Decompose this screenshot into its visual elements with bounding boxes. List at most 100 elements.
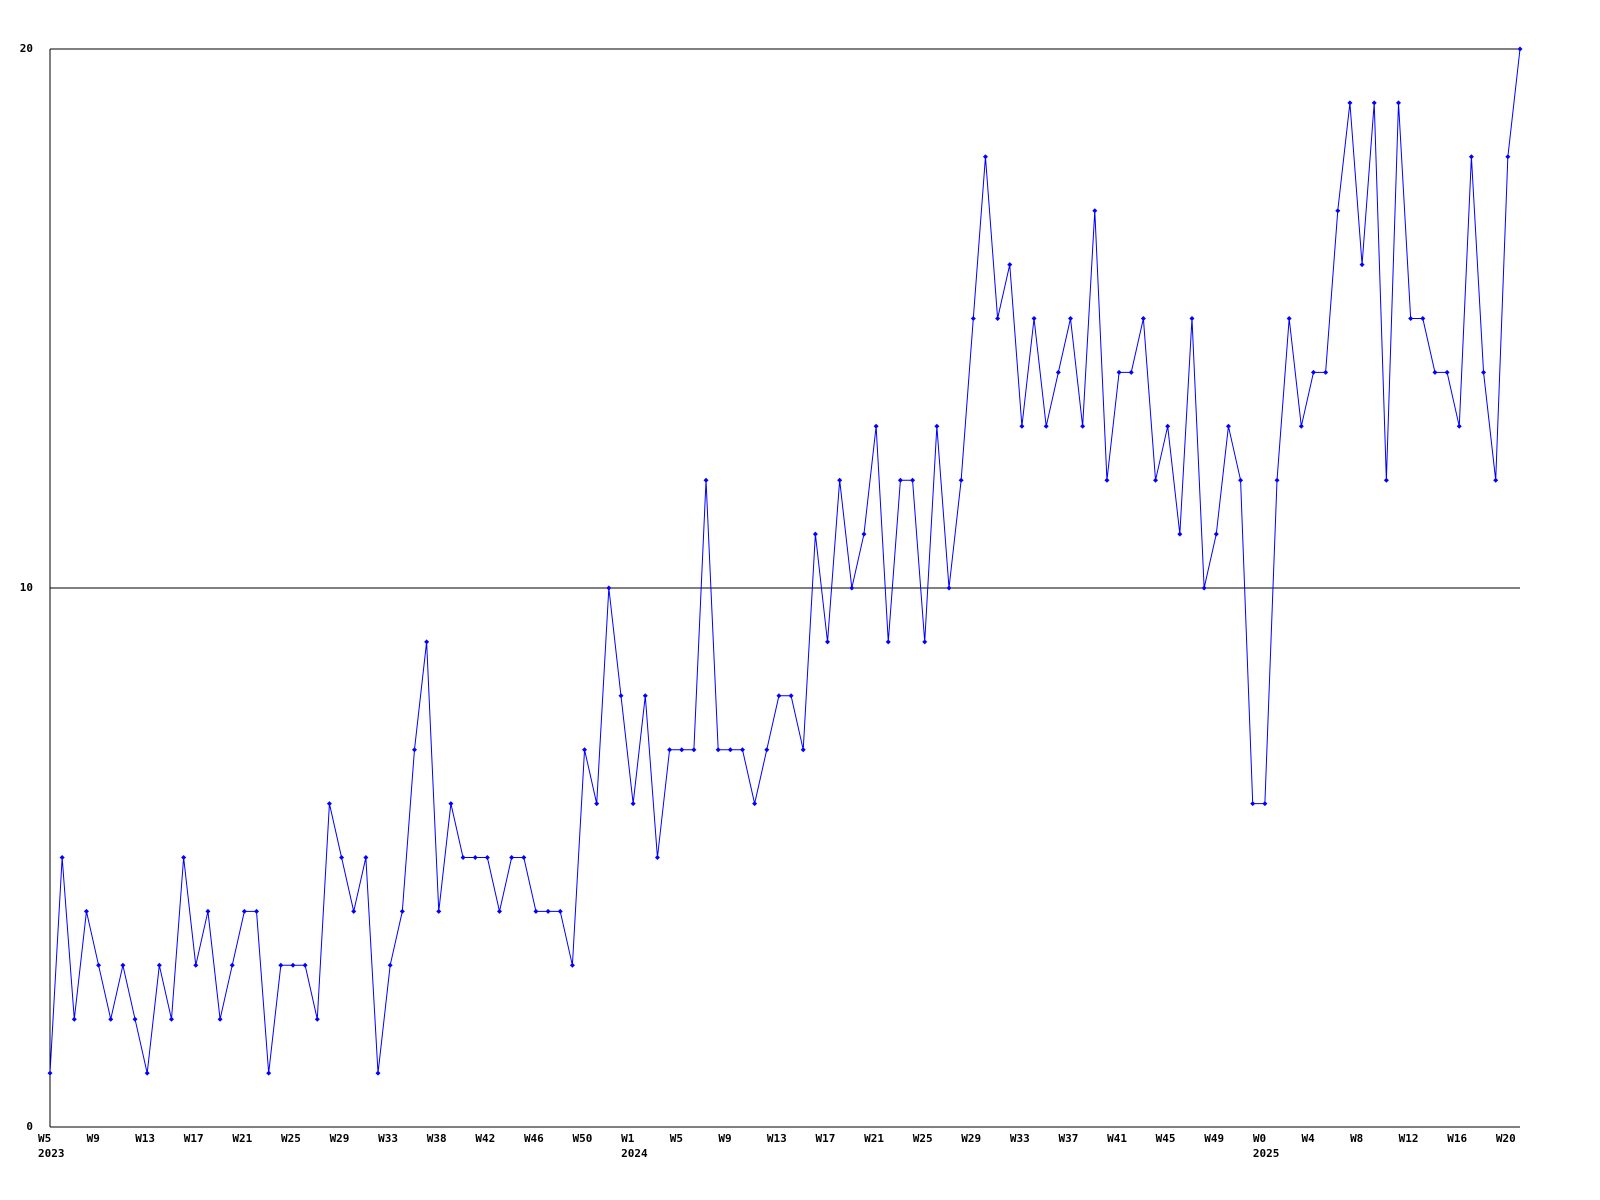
y-tick-label: 20	[20, 42, 33, 55]
marker	[1310, 369, 1316, 375]
marker	[667, 747, 673, 753]
marker	[679, 747, 685, 753]
marker	[1493, 477, 1499, 483]
marker	[654, 855, 660, 860]
x-tick-label: W50	[573, 1132, 593, 1145]
marker	[108, 1016, 114, 1022]
y-tick-label: 0	[26, 1120, 33, 1133]
marker	[557, 908, 563, 914]
marker	[1080, 423, 1086, 429]
x-tick-label: W29	[330, 1132, 350, 1145]
x-tick-label: W21	[232, 1132, 252, 1145]
marker	[47, 1070, 53, 1076]
x-tick-label: W33	[1010, 1132, 1030, 1145]
x-tick-label: W21	[864, 1132, 884, 1145]
marker	[1420, 316, 1426, 321]
marker	[521, 855, 527, 860]
marker	[1128, 369, 1134, 375]
marker	[703, 477, 709, 483]
marker	[339, 855, 345, 860]
marker	[934, 423, 940, 429]
marker	[533, 908, 539, 914]
marker	[776, 693, 782, 699]
marker	[1408, 316, 1414, 321]
marker	[229, 962, 235, 968]
marker	[424, 639, 430, 645]
marker	[1262, 801, 1268, 807]
marker	[1189, 316, 1195, 321]
marker	[1274, 477, 1280, 483]
marker	[582, 747, 588, 753]
x-tick-label: W46	[524, 1132, 544, 1145]
marker	[1359, 262, 1365, 268]
y-tick-label: 10	[20, 581, 33, 594]
x-year-label: 2023	[38, 1147, 65, 1160]
marker	[752, 801, 758, 807]
marker	[1007, 262, 1013, 268]
marker	[484, 855, 490, 860]
marker	[375, 1070, 381, 1076]
x-tick-label: W45	[1156, 1132, 1176, 1145]
x-year-label: 2025	[1253, 1147, 1280, 1160]
marker	[764, 747, 770, 753]
marker	[497, 908, 503, 914]
marker	[849, 585, 855, 591]
marker	[83, 908, 89, 914]
marker	[1468, 154, 1474, 160]
x-tick-label: W20	[1496, 1132, 1516, 1145]
marker	[812, 531, 818, 537]
marker	[448, 801, 454, 807]
x-tick-label: W41	[1107, 1132, 1127, 1145]
marker	[594, 801, 600, 807]
x-tick-label: W1	[621, 1132, 635, 1145]
marker	[363, 855, 369, 860]
marker	[144, 1070, 150, 1076]
x-tick-label: W42	[475, 1132, 495, 1145]
marker	[205, 908, 211, 914]
marker	[739, 747, 745, 753]
x-tick-label: W25	[281, 1132, 301, 1145]
marker	[1225, 423, 1231, 429]
marker	[1140, 316, 1146, 321]
x-tick-label: W8	[1350, 1132, 1363, 1145]
marker	[1201, 585, 1207, 591]
marker	[351, 908, 357, 914]
marker	[314, 1016, 320, 1022]
marker	[168, 1016, 174, 1022]
marker	[1286, 316, 1292, 321]
x-tick-label: W29	[961, 1132, 981, 1145]
x-tick-label: W0	[1253, 1132, 1266, 1145]
marker	[1383, 477, 1389, 483]
marker	[1347, 100, 1353, 106]
marker	[59, 855, 65, 860]
x-tick-label: W12	[1399, 1132, 1419, 1145]
x-tick-label: W5	[670, 1132, 683, 1145]
marker	[630, 801, 636, 807]
marker	[837, 477, 843, 483]
marker	[156, 962, 162, 968]
marker	[1238, 477, 1244, 483]
marker	[982, 154, 988, 160]
marker	[96, 962, 102, 968]
marker	[241, 908, 247, 914]
marker	[1371, 100, 1377, 106]
marker	[132, 1016, 138, 1022]
x-tick-label: W13	[767, 1132, 787, 1145]
marker	[910, 477, 916, 483]
x-tick-label: W17	[816, 1132, 836, 1145]
marker	[922, 639, 928, 645]
marker	[1298, 423, 1304, 429]
x-year-label: 2024	[621, 1147, 648, 1160]
marker	[1019, 423, 1025, 429]
marker	[1517, 46, 1523, 52]
marker	[1165, 423, 1171, 429]
marker	[885, 639, 891, 645]
marker	[873, 423, 879, 429]
marker	[399, 908, 405, 914]
marker	[727, 747, 733, 753]
marker	[1116, 369, 1122, 375]
marker	[436, 908, 442, 914]
x-tick-label: W49	[1204, 1132, 1224, 1145]
marker	[642, 693, 648, 699]
